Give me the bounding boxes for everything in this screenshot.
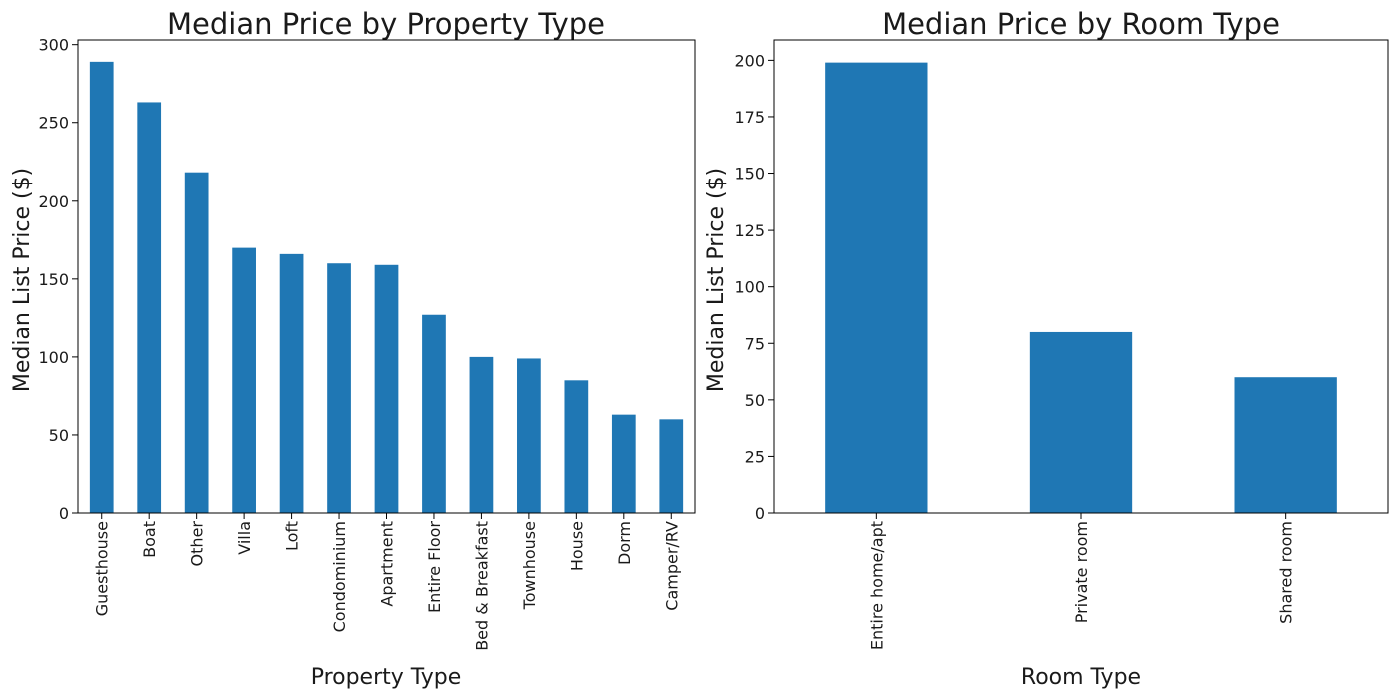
x-tick-label: Bed & Breakfast <box>472 521 491 651</box>
bar <box>137 102 162 513</box>
x-tick-label: House <box>567 521 586 571</box>
room-type-chart: Median Price by Room Type Room Type Medi… <box>704 7 1389 690</box>
x-axis: Entire home/apt Private room Shared room <box>867 513 1296 650</box>
x-tick-label: Townhouse <box>520 521 539 610</box>
bar-group <box>89 61 684 514</box>
y-axis: 0 25 50 75 100 125 150 175 200 <box>734 51 774 523</box>
y-tick-label: 175 <box>734 108 765 127</box>
x-tick-label: Apartment <box>378 521 397 607</box>
y-tick-label: 50 <box>745 391 765 410</box>
x-axis-label: Room Type <box>1021 665 1141 690</box>
x-tick-label: Entire home/apt <box>867 521 886 650</box>
x-tick-label: Loft <box>283 521 302 551</box>
x-tick-label: Shared room <box>1277 521 1296 624</box>
chart-title: Median Price by Room Type <box>882 7 1280 41</box>
bar <box>659 419 684 513</box>
y-tick-label: 0 <box>755 504 765 523</box>
y-axis-label: Median List Price ($) <box>10 168 35 392</box>
x-tick-label: Dorm <box>615 521 634 565</box>
bar <box>232 247 256 513</box>
y-axis: 0 50 100 150 200 250 300 <box>38 36 78 523</box>
y-tick-label: 100 <box>734 278 765 297</box>
y-tick-label: 300 <box>38 36 69 55</box>
x-tick-label: Guesthouse <box>93 521 112 616</box>
y-tick-label: 75 <box>745 334 765 353</box>
bar <box>327 263 351 513</box>
bar <box>374 264 399 513</box>
y-tick-label: 0 <box>59 504 69 523</box>
bar <box>517 358 541 513</box>
plot-frame <box>77 39 696 514</box>
x-axis-label: Property Type <box>311 665 462 690</box>
y-tick-label: 150 <box>734 165 765 184</box>
bar <box>184 172 209 514</box>
x-tick-label: Entire Floor <box>425 521 444 613</box>
y-tick-label: 200 <box>38 192 69 211</box>
y-tick-label: 150 <box>38 270 69 289</box>
x-axis: Guesthouse Boat Other Villa Loft Condominium A… <box>93 513 681 651</box>
bar <box>825 62 928 513</box>
property-type-chart: Median Price by Property Type Property T… <box>10 7 696 690</box>
chart-title: Median Price by Property Type <box>167 7 605 41</box>
x-tick-label: Private room <box>1072 521 1091 623</box>
x-tick-label: Camper/RV <box>662 521 681 611</box>
x-tick-label: Condominium <box>330 521 349 632</box>
bar <box>279 253 304 513</box>
bar <box>89 61 114 513</box>
bar <box>1234 377 1337 513</box>
y-tick-label: 125 <box>734 221 765 240</box>
bar <box>469 356 494 513</box>
y-tick-label: 250 <box>38 114 69 133</box>
bar <box>611 414 636 513</box>
y-axis-label: Median List Price ($) <box>704 168 729 392</box>
x-tick-label: Villa <box>235 521 254 555</box>
bar <box>1029 331 1133 513</box>
bar <box>422 314 446 513</box>
y-tick-label: 50 <box>49 426 69 445</box>
y-tick-label: 25 <box>745 447 765 466</box>
bar-group <box>825 62 1337 513</box>
y-tick-label: 200 <box>734 51 765 70</box>
x-tick-label: Boat <box>140 521 159 558</box>
y-tick-label: 100 <box>38 348 69 367</box>
bar <box>564 380 589 513</box>
x-tick-label: Other <box>188 521 207 567</box>
plot-frame <box>773 39 1389 514</box>
